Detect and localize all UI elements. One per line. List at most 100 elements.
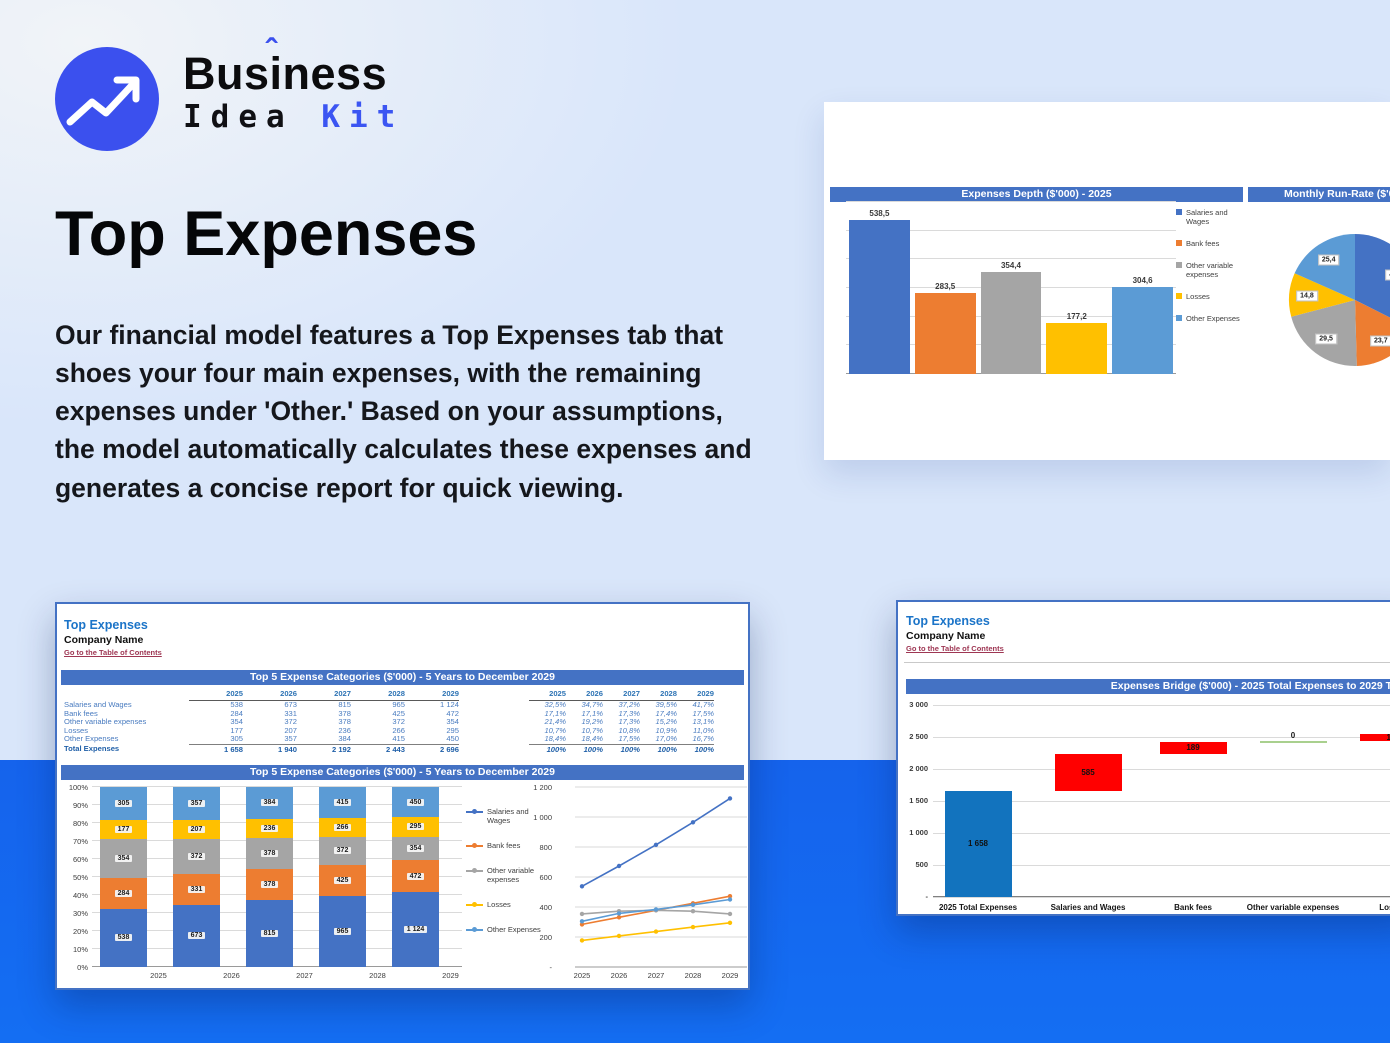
- table-of-contents-link[interactable]: Go to the Table of Contents: [64, 648, 162, 657]
- year-header: 2029: [677, 688, 714, 701]
- segment-value-label: 378: [260, 881, 279, 889]
- total-value-cell: 1 658: [189, 743, 243, 755]
- waterfall-zero-connector: [1259, 740, 1327, 743]
- value-cell: 1 124: [439, 700, 459, 709]
- stacked-segment: 236: [246, 818, 293, 838]
- top5-values-table: 2025 2026 2027 2028 2029 Salaries and Wages 53…: [64, 688, 459, 755]
- y-axis-label: 200: [539, 933, 552, 942]
- segment-value-label: 538: [114, 934, 133, 942]
- stacked-segment: 450: [392, 787, 439, 818]
- y-axis-label: 80%: [72, 819, 88, 828]
- y-axis-label: 1 500: [909, 796, 928, 805]
- stacked-bar: 1 124 472 354 295 450: [392, 787, 439, 967]
- segment-value-label: 266: [333, 823, 352, 831]
- x-axis-label: 2027: [647, 971, 665, 980]
- page-description: Our financial model features a Top Expen…: [55, 320, 752, 503]
- percent-cell: 34,7%: [581, 700, 603, 709]
- segment-value-label: 207: [187, 826, 206, 834]
- gridline: [846, 229, 1176, 231]
- y-axis-label: 90%: [72, 801, 88, 810]
- bar-column: 354,4: [980, 202, 1042, 374]
- legend-label: Salaries and Wages: [487, 807, 529, 825]
- data-point: [616, 911, 622, 916]
- legend-item: Losses: [466, 900, 548, 909]
- data-point: [579, 922, 585, 927]
- percent-cell: 11,0%: [693, 725, 714, 735]
- legend-label: Losses: [1186, 292, 1210, 301]
- bar: [980, 272, 1042, 374]
- y-axis-label: 400: [539, 903, 552, 912]
- value-cell: 372: [392, 717, 405, 727]
- table-row: 21,4% 19,2% 17,3% 15,2% 13,1%: [529, 718, 714, 727]
- waterfall-bar: 1 658: [944, 790, 1012, 897]
- total-percent-cell: 100%: [529, 743, 566, 755]
- x-axis-label: 2026: [223, 971, 240, 980]
- row-label: Other Expenses: [64, 735, 119, 744]
- data-point: [690, 820, 696, 825]
- waterfall-bar: 585: [1054, 753, 1122, 791]
- brand-wordmark: Busi ˆ ness Idea Kit: [183, 34, 405, 136]
- segment-value-label: 284: [114, 889, 133, 897]
- stacked-segment: 372: [319, 837, 366, 865]
- logo-trend-icon: [55, 47, 159, 151]
- pie-slice: [1289, 273, 1355, 317]
- stacked-bar: 965 425 372 266 415: [319, 787, 366, 967]
- value-cell: 415: [392, 734, 405, 744]
- year-header: 2026: [243, 688, 297, 701]
- bar: [914, 292, 976, 374]
- expenses-bridge-card: Top Expenses Company Name Go to the Tabl…: [896, 600, 1390, 916]
- x-axis-label: 2029: [721, 971, 739, 980]
- waterfall-bar: 189: [1159, 741, 1227, 754]
- table-row: Other variable expenses 354 372 378 372 354: [64, 718, 459, 727]
- percent-cell: 17,5%: [692, 708, 714, 718]
- data-point: [690, 902, 696, 907]
- legend-line-marker-icon: [466, 808, 483, 816]
- year-header: 2029: [405, 688, 459, 701]
- value-cell: 305: [230, 734, 243, 744]
- legend-label: Other Expenses: [1186, 314, 1240, 323]
- legend-line-marker-icon: [466, 926, 483, 934]
- segment-value-label: 1 124: [403, 925, 428, 933]
- data-point: [727, 796, 733, 801]
- legend-line-marker-icon: [466, 901, 483, 909]
- stacked-segment: 354: [392, 836, 439, 861]
- percent-cell: 17,5%: [618, 734, 640, 744]
- bar: [849, 219, 910, 374]
- segment-value-label: 450: [406, 798, 425, 806]
- data-point: [616, 915, 622, 920]
- value-cell: 266: [392, 725, 405, 735]
- percent-cell: 10,7%: [581, 725, 603, 735]
- total-value-cell: 2 192: [297, 743, 351, 755]
- percent-cell: 17,4%: [655, 708, 677, 718]
- table-of-contents-link[interactable]: Go to the Table of Contents: [906, 644, 1004, 653]
- year-header: 2028: [640, 688, 677, 701]
- legend-label: Other variable expenses: [1186, 261, 1234, 279]
- percent-cell: 15,2%: [655, 717, 677, 727]
- legend-swatch-icon: [1176, 315, 1182, 321]
- x-axis-label: 2026: [610, 971, 628, 980]
- waterfall-bar: 118: [1359, 733, 1390, 742]
- stacked-segment: 472: [392, 860, 439, 892]
- y-axis-label: 600: [539, 873, 552, 882]
- segment-value-label: 673: [187, 932, 206, 940]
- legend-swatch-icon: [1176, 293, 1182, 299]
- expenses-depth-legend: Salaries and Wages Bank fees Other variabl…: [1176, 208, 1248, 323]
- total-percent-cell: 100%: [640, 743, 677, 755]
- segment-value-label: 354: [114, 855, 133, 863]
- stacked-segment: 295: [392, 817, 439, 837]
- waterfall-category-label: 2025 Total Expenses: [938, 903, 1018, 912]
- x-axis-label: 2027: [296, 971, 313, 980]
- pie-slice: [1291, 300, 1357, 367]
- total-value-cell: 2 696: [405, 743, 459, 755]
- y-axis-label: 1 000: [533, 813, 552, 822]
- segment-value-label: 177: [114, 826, 133, 834]
- legend-label: Salaries and Wages: [1186, 208, 1228, 226]
- bar-value-label: 304,6: [1132, 275, 1153, 285]
- year-header: 2025: [529, 688, 566, 701]
- stacked-segment: 284: [100, 877, 147, 909]
- stacked-segment: 266: [319, 817, 366, 838]
- brand-sub-kit: Kit: [321, 99, 405, 136]
- stacked-segment: 331: [173, 873, 220, 905]
- value-cell: 378: [338, 717, 351, 727]
- percent-cell: 17,1%: [581, 708, 603, 718]
